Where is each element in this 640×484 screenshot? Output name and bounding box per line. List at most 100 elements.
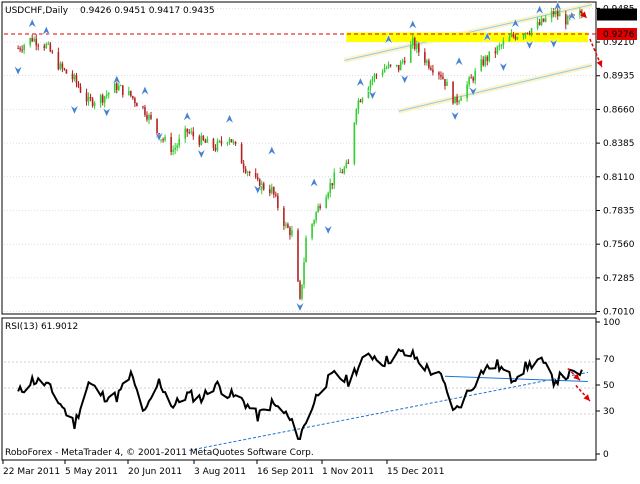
candle-body — [359, 100, 362, 103]
candle-body — [186, 128, 189, 133]
fractal-up-arrow — [27, 18, 37, 29]
fractal-down-arrow — [450, 110, 460, 122]
forecast-arrows-rsi — [567, 367, 591, 402]
candle-body — [33, 38, 36, 42]
fractal-up-arrow — [309, 177, 319, 188]
candle-body — [87, 96, 90, 102]
candle-body — [107, 92, 110, 95]
candle-body — [23, 44, 25, 51]
candle-body — [552, 11, 555, 15]
candle-body — [117, 85, 120, 90]
candle-body — [172, 149, 174, 152]
candle-body — [303, 262, 305, 285]
candle-body — [558, 14, 561, 17]
candle-body — [51, 51, 54, 53]
candle-body — [57, 52, 60, 70]
fractal-up-arrow — [267, 145, 277, 156]
candle-body — [426, 60, 428, 63]
candle-body — [230, 139, 233, 143]
candle-body — [254, 173, 257, 178]
candle-body — [357, 100, 360, 110]
candle-body — [311, 223, 313, 239]
time-tick-label: 3 Aug 2011 — [194, 467, 246, 477]
candle-body — [21, 49, 23, 51]
fractal-down-arrow — [154, 131, 164, 142]
candle-body — [19, 48, 21, 50]
fractal-arrows — [13, 1, 577, 313]
candle-body — [355, 109, 358, 123]
candle-body — [271, 187, 273, 194]
time-axis: 22 Mar 2011 5 May 2011 20 Jun 2011 3 Aug 20… — [2, 460, 445, 477]
candle-body — [373, 74, 376, 79]
candle-body — [494, 51, 497, 54]
fractal-down-arrow — [253, 184, 263, 195]
fractal-down-arrow — [13, 65, 23, 76]
candle-body — [554, 11, 557, 15]
rsi-tick-label: 30 — [603, 407, 615, 417]
marker-price-label: 0.9276 — [603, 30, 635, 40]
candle-body — [367, 87, 370, 98]
candle-body — [216, 141, 219, 151]
candle-body — [313, 220, 315, 224]
candle-body — [77, 83, 80, 87]
price-tick-label: 0.7560 — [603, 240, 635, 250]
fractal-up-arrow — [112, 74, 122, 85]
candle-body — [500, 45, 503, 47]
candle-body — [136, 103, 138, 107]
candle-body — [305, 238, 307, 263]
current-price-label: 0.9435 — [603, 10, 635, 20]
rsi-title: RSI(13) 61.9012 — [5, 322, 78, 332]
candle-body — [498, 45, 501, 47]
candle-body — [458, 100, 460, 103]
candle-body — [339, 172, 342, 174]
candle-body — [299, 281, 301, 299]
candle-body — [122, 85, 124, 95]
fractal-down-arrow — [102, 107, 112, 118]
rsi-forecast-arrow-short-shaft — [567, 367, 581, 381]
candle-body — [256, 177, 259, 180]
forecast-arrows-price — [579, 10, 603, 68]
candle-body — [454, 96, 456, 104]
candle-body — [474, 70, 476, 81]
candle-body — [319, 206, 321, 209]
candle-body — [544, 18, 547, 22]
candle-body — [387, 64, 390, 68]
candle-body — [395, 64, 398, 66]
candle-body — [59, 63, 62, 70]
marker-price-badge: 0.9276 — [597, 27, 637, 40]
candle-body — [200, 135, 203, 145]
candle-body — [128, 90, 130, 95]
candle-body — [190, 131, 193, 133]
candle-body — [460, 98, 462, 101]
candle-body — [162, 139, 164, 141]
fractal-up-arrow — [355, 76, 366, 88]
candle-body — [75, 75, 78, 84]
candle-body — [240, 144, 243, 164]
candle-body — [119, 85, 122, 87]
candle-body — [99, 95, 102, 104]
time-tick-label: 15 Dec 2011 — [387, 467, 445, 477]
candle-body — [289, 227, 291, 236]
candle-body — [556, 11, 559, 17]
candle-body — [301, 284, 303, 299]
candle-body — [524, 32, 527, 36]
candle-body — [113, 83, 116, 93]
fractal-up-arrow — [567, 10, 577, 22]
fractal-up-arrow — [482, 31, 492, 43]
rsi-axis: 100 70 50 30 0 — [596, 318, 620, 460]
candle-body — [327, 193, 329, 198]
candle-body — [508, 36, 511, 42]
candle-body — [385, 67, 388, 69]
fractal-down-arrow — [367, 89, 378, 101]
candle-body — [198, 136, 201, 145]
rsi-forecast-arrow-long-head — [583, 394, 590, 401]
candle-body — [89, 96, 92, 99]
current-price-badge-bg — [597, 8, 637, 21]
candle-body — [85, 92, 88, 102]
candle-body — [176, 145, 178, 148]
candle-body — [381, 72, 384, 76]
chart-symbol-title: USDCHF,Daily — [5, 6, 69, 16]
candle-body — [496, 46, 499, 54]
candle-body — [526, 32, 529, 34]
